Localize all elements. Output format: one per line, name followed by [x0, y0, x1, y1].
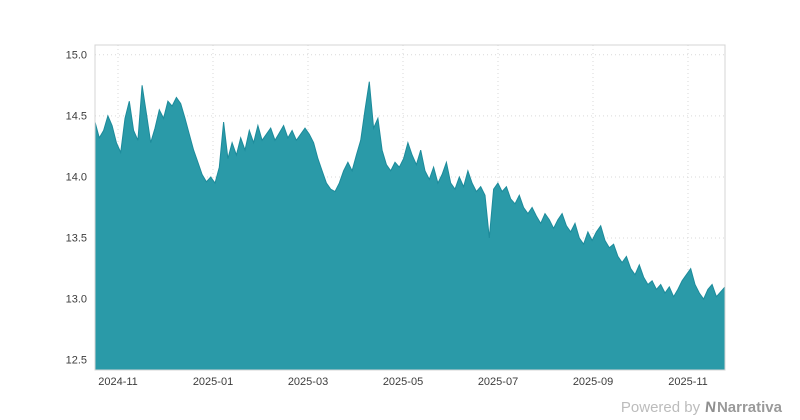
- x-tick-label: 2025-11: [668, 376, 708, 388]
- y-tick-label: 12.5: [66, 355, 87, 367]
- x-tick-label: 2025-01: [193, 376, 233, 388]
- narrativa-logo-icon: N: [704, 399, 717, 416]
- y-tick-label: 14.0: [66, 171, 87, 183]
- brand-name: Narrativa: [716, 399, 782, 416]
- y-tick-label: 13.5: [66, 233, 87, 245]
- x-tick-label: 2025-09: [573, 376, 613, 388]
- x-tick-label: 2025-03: [288, 376, 328, 388]
- y-tick-label: 15.0: [66, 49, 87, 61]
- y-tick-label: 13.0: [66, 294, 87, 306]
- brand-mark: N Narrativa: [704, 399, 782, 417]
- series-line: [94, 81, 726, 301]
- y-tick-label: 14.5: [66, 110, 87, 122]
- watermark: Powered by N Narrativa: [621, 399, 782, 417]
- plot-border: [94, 44, 726, 371]
- x-tick-label: 2025-07: [478, 376, 518, 388]
- powered-by-text: Powered by: [620, 399, 701, 416]
- x-tick-label: 2024-11: [98, 376, 138, 388]
- area-fill: [95, 81, 725, 370]
- x-tick-label: 2025-05: [383, 376, 423, 388]
